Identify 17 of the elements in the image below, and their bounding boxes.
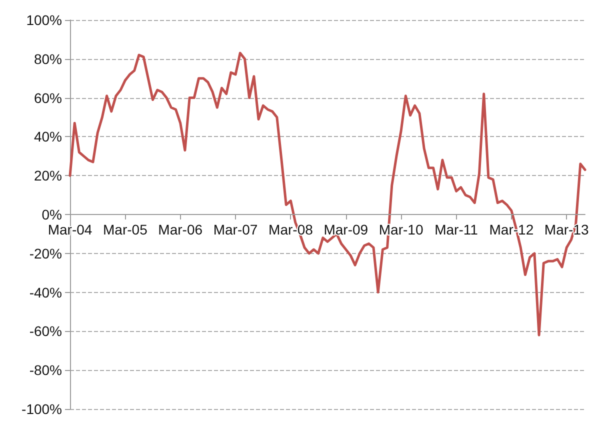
y-tick-label: 0%: [42, 206, 62, 222]
x-tick-label: Mar-09: [324, 222, 368, 238]
y-tick-label: 60%: [34, 90, 62, 106]
y-tick-label: -40%: [29, 284, 62, 300]
y-tick-label: -20%: [29, 245, 62, 262]
x-tick-label: Mar-06: [158, 222, 203, 238]
y-tick-label: 20%: [34, 168, 62, 184]
x-tick-label: Mar-05: [103, 222, 148, 238]
y-tick-label: -60%: [29, 323, 62, 340]
x-tick-label: Mar-11: [434, 222, 478, 238]
y-tick-label: -100%: [22, 401, 62, 417]
y-tick-label: -80%: [29, 362, 62, 378]
x-tick-label: Mar-07: [213, 222, 258, 238]
x-tick-label: Mar-04: [48, 222, 92, 238]
y-tick-label: 40%: [34, 128, 62, 145]
y-tick-label: 100%: [26, 12, 62, 28]
y-tick-label: 80%: [34, 50, 62, 67]
